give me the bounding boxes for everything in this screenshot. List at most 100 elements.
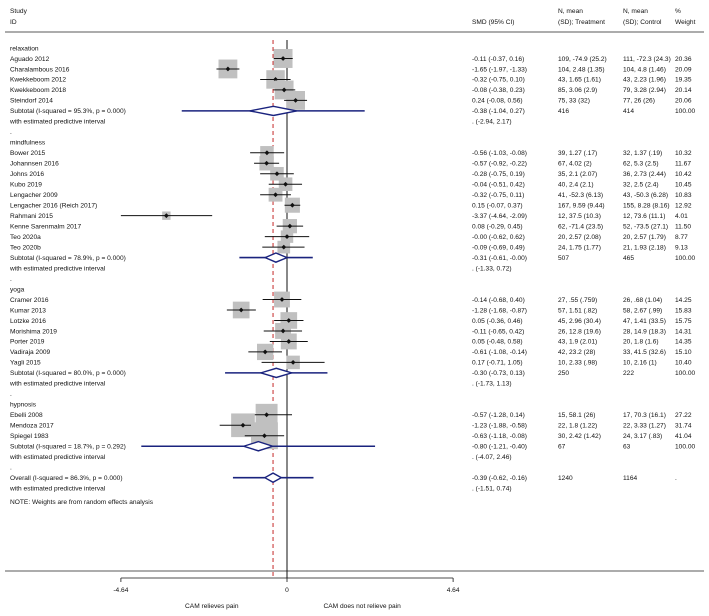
point-estimate (286, 339, 292, 344)
treatment-value: 75, 33 (32) (558, 98, 590, 105)
weight-value: 14.35 (675, 339, 692, 346)
col-header-weight: % (675, 8, 681, 15)
ci-value: -0.63 (-1.18, -0.08) (472, 433, 527, 440)
treatment-value: 20, 2.57 (2.08) (558, 234, 601, 241)
study-label: Teo 2020a (10, 234, 41, 241)
point-estimate (264, 412, 269, 418)
treatment-value: 26, 12.8 (19.6) (558, 328, 601, 335)
weight-value: 20.06 (675, 98, 692, 105)
ci-value: -0.14 (-0.68, 0.40) (472, 297, 525, 304)
treatment-value: 57, 1.51 (.82) (558, 307, 597, 314)
point-estimate (225, 66, 231, 72)
weight-value: 10.45 (675, 182, 692, 189)
control-value: 47, 1.41 (33.5) (623, 318, 666, 325)
control-value: 43, -50.3 (6.28) (623, 192, 668, 199)
weight-value: 100.00 (675, 108, 696, 115)
predictive-interval-value: . (-1.51, 0.74) (472, 485, 512, 492)
ci-value: -0.09 (-0.69, 0.49) (472, 244, 525, 251)
point-estimate (286, 318, 292, 323)
treatment-value: 67, 4.02 (2) (558, 161, 592, 168)
subgroup-label: mindfulness (10, 140, 46, 147)
spacer-dot: . (10, 465, 12, 472)
x-tick-label: 0 (285, 587, 289, 594)
weight-value: 20.14 (675, 87, 692, 94)
study-label: Johannsen 2016 (10, 161, 59, 168)
weight-value: 41.04 (675, 433, 692, 440)
subgroup-label: yoga (10, 286, 25, 293)
subgroup-label: relaxation (10, 45, 39, 52)
study-label: Spiegel 1983 (10, 433, 49, 440)
point-estimate (289, 202, 295, 208)
study-label: Aguado 2012 (10, 56, 50, 63)
weight-value: 11.67 (675, 161, 691, 168)
subtotal-label: Overall (I-squared = 86.3%, p = 0.000) (10, 475, 123, 482)
study-label: Kumar 2013 (10, 307, 46, 314)
weight-value: 10.32 (675, 150, 692, 157)
control-total: 63 (623, 444, 631, 451)
control-value: 26, .68 (1.04) (623, 297, 662, 304)
treatment-value: 27, .55 (.759) (558, 297, 597, 304)
ci-value: -0.00 (-0.62, 0.62) (472, 234, 525, 241)
pooled-diamond (241, 440, 275, 452)
ci-value: -0.31 (-0.61, -0.00) (472, 255, 527, 262)
treatment-value: 22, 1.8 (1.22) (558, 423, 597, 430)
weight-value: 11.50 (675, 223, 691, 230)
study-label: Lengacher 2016 (Reich 2017) (10, 203, 97, 210)
weights-note: NOTE: Weights are from random effects an… (10, 499, 154, 506)
treatment-value: 42, 23.2 (28) (558, 349, 595, 356)
ci-value: -1.23 (-1.88, -0.58) (472, 423, 527, 430)
predictive-interval-value: . (-2.94, 2.17) (472, 119, 512, 126)
control-value: 28, 14.9 (18.3) (623, 328, 666, 335)
ci-value: 0.24 (-0.08, 0.56) (472, 98, 523, 105)
weight-value: 15.10 (675, 349, 692, 356)
ci-value: -0.61 (-1.08, -0.14) (472, 349, 527, 356)
col-header-id: ID (10, 19, 17, 26)
treatment-value: 45, 2.96 (30.4) (558, 318, 601, 325)
weight-value: 20.36 (675, 56, 692, 63)
x-label-left: CAM relieves pain (185, 603, 239, 610)
weight-value: 31.74 (675, 423, 692, 430)
study-label: Mendoza 2017 (10, 423, 54, 430)
weight-value: 100.00 (675, 255, 696, 262)
ci-value: -1.28 (-1.68, -0.87) (472, 307, 527, 314)
study-label: Kenne Sarenmalm 2017 (10, 223, 81, 230)
ci-value: -0.80 (-1.21, -0.40) (472, 444, 527, 451)
ci-value: 0.05 (-0.36, 0.46) (472, 318, 523, 325)
subgroup-label: hypnosis (10, 402, 37, 409)
subtotal-label: Subtotal (I-squared = 80.0%, p = 0.000) (10, 370, 126, 377)
weight-value: 10.83 (675, 192, 692, 199)
spacer-dot: . (10, 391, 12, 398)
weight-value: . (675, 475, 677, 482)
treatment-value: 35, 2.1 (2.07) (558, 171, 597, 178)
pooled-diamond (263, 252, 289, 263)
ci-value: -0.56 (-1.03, -0.08) (472, 150, 527, 157)
treatment-total: 1240 (558, 475, 573, 482)
control-value: 32, 1.37 (.19) (623, 150, 662, 157)
point-estimate (264, 150, 270, 156)
subtotal-label: Subtotal (I-squared = 95.3%, p = 0.000) (10, 108, 126, 115)
point-estimate (274, 171, 280, 177)
control-value: 62, 5.3 (2.5) (623, 161, 659, 168)
col-header-treatment-sub: (SD); Treatment (558, 19, 605, 26)
ci-value: -3.37 (-4.64, -2.09) (472, 213, 527, 220)
col-header-control: N, mean (623, 8, 648, 15)
ci-value: -0.32 (-0.75, 0.11) (472, 192, 524, 199)
treatment-value: 43, 1.65 (1.61) (558, 77, 601, 84)
treatment-value: 85, 3.06 (2.9) (558, 87, 597, 94)
pooled-diamond (263, 472, 283, 484)
ci-value: -1.65 (-1.97, -1.33) (472, 66, 527, 73)
control-value: 155, 8.28 (8.16) (623, 203, 670, 210)
ci-value: -0.11 (-0.37, 0.16) (472, 56, 524, 63)
control-value: 32, 2.5 (2.4) (623, 182, 659, 189)
control-value: 10, 2.16 (1) (623, 360, 657, 367)
spacer-dot: . (10, 129, 12, 136)
control-value: 52, -73.5 (27.1) (623, 223, 668, 230)
weight-value: 10.42 (675, 171, 692, 178)
weight-value: 100.00 (675, 444, 696, 451)
predictive-label: with estimated predictive interval (9, 265, 106, 272)
ci-value: 0.05 (-0.48, 0.58) (472, 339, 523, 346)
ci-value: -0.08 (-0.38, 0.23) (472, 87, 525, 94)
spacer-dot: . (10, 276, 12, 283)
control-value: 43, 2.23 (1.96) (623, 77, 666, 84)
